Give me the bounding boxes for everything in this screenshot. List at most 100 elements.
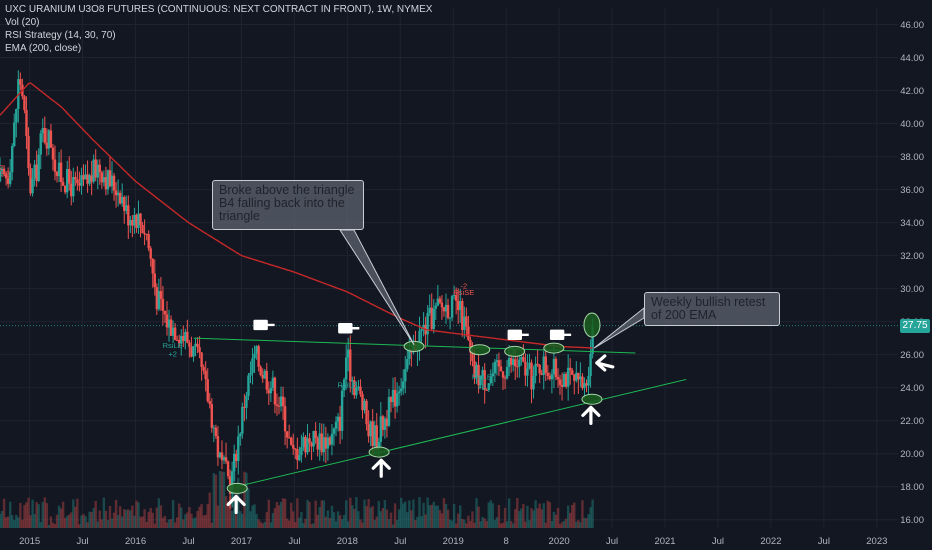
candle-body: [155, 287, 159, 310]
candle-body: [206, 379, 209, 401]
candle-body: [542, 356, 545, 375]
volume-bar: [477, 506, 480, 528]
candle-body: [29, 168, 32, 194]
candle-body: [237, 436, 240, 461]
volume-bar: [591, 499, 594, 528]
volume-bar: [373, 520, 376, 528]
last-price-tag: 27.75: [900, 318, 930, 333]
candle-body: [4, 174, 8, 179]
candle-body: [383, 418, 387, 430]
candle-body: [86, 174, 89, 184]
candle-body: [165, 314, 169, 328]
candle-body: [147, 234, 150, 249]
callout-breakout-text: Broke above the triangle B4 falling back…: [219, 183, 355, 223]
candle-body: [397, 391, 401, 394]
volume-bar: [497, 504, 501, 528]
x-tick-label: 2015: [19, 536, 40, 547]
x-axis: 2015 Jul 2016 Jul 2017 Jul 2018 Jul 2019 8 2020 Jul…: [19, 536, 887, 547]
volume-bar: [194, 517, 197, 528]
candles: [0, 70, 594, 509]
signal-label: RsiLE: [472, 372, 492, 381]
volume-bar: [385, 509, 389, 528]
candle-body: [127, 205, 130, 226]
volume-bar: [361, 522, 364, 528]
signal-label: -2: [460, 282, 467, 291]
volume-bar: [493, 520, 497, 528]
volume-bar: [436, 505, 440, 528]
y-tick-label: 22.00: [900, 416, 924, 427]
volume-bar: [169, 519, 173, 528]
y-tick-label: 34.00: [900, 218, 924, 229]
candle-body: [151, 258, 154, 274]
candle-body: [120, 197, 124, 204]
volume-bar: [412, 499, 415, 528]
volume-bar: [326, 510, 330, 528]
ellipse-marker: [226, 482, 248, 494]
ema-200-line: [0, 82, 593, 349]
candle-body: [312, 430, 315, 447]
ellipse-markers: [226, 312, 603, 494]
volume-bar: [465, 523, 468, 528]
candle-body: [438, 298, 442, 303]
volume-bar: [149, 507, 152, 528]
candle-body: [277, 405, 281, 407]
volume-bar: [507, 498, 511, 528]
volume-bar: [577, 520, 580, 528]
candle-body: [404, 369, 407, 382]
volume-bar: [61, 501, 65, 528]
candle-body: [326, 437, 330, 449]
candle-body: [524, 361, 527, 376]
candle-body: [399, 388, 403, 392]
candle-body: [479, 375, 482, 386]
candle-body: [418, 331, 421, 349]
x-tick-label: Jul: [182, 536, 194, 547]
candle-body: [318, 433, 321, 450]
volume-bar: [395, 519, 399, 528]
candle-body: [393, 389, 397, 407]
volume-bar: [224, 496, 228, 528]
volume-bar: [469, 520, 472, 528]
candle-body: [25, 109, 28, 137]
volume-bar: [306, 499, 309, 528]
volume-bar: [257, 519, 260, 528]
volume-bar: [483, 518, 486, 528]
volume-bar: [292, 511, 295, 528]
volume-bar: [414, 520, 417, 528]
volume-bar: [585, 518, 588, 528]
candle-body: [265, 370, 268, 390]
candle-body: [344, 357, 348, 380]
candle-body: [471, 352, 474, 362]
candle-body: [365, 400, 368, 425]
candle-body: [448, 317, 452, 319]
volume-bar: [446, 509, 450, 528]
x-tick-label: Jul: [77, 536, 89, 547]
signal-label: -2: [0, 163, 3, 172]
volume-bar: [237, 477, 240, 528]
candle-body: [367, 424, 370, 437]
volume-bar: [41, 502, 44, 528]
candle-body: [55, 171, 59, 177]
volume-bar: [371, 506, 374, 528]
volume-bar: [581, 500, 584, 528]
volume-bar: [86, 522, 89, 528]
volume-bar: [275, 501, 279, 528]
candle-body: [377, 441, 380, 449]
volume-bar: [347, 521, 350, 528]
volume-bar: [475, 498, 478, 528]
ellipse-marker: [403, 340, 425, 352]
volume-bar: [432, 501, 435, 528]
callout-retest-text: Weekly bullish retest of 200 EMA: [651, 295, 766, 322]
candle-body: [461, 300, 464, 331]
candle-body: [530, 362, 533, 390]
volume-bar: [351, 505, 354, 528]
volume-bar: [216, 505, 220, 528]
volume-bar: [8, 501, 12, 528]
volume-bar: [367, 498, 370, 528]
volume-bar: [520, 508, 523, 528]
callout-breakout: Broke above the triangle B4 falling back…: [212, 180, 364, 230]
candle-body: [300, 447, 303, 456]
volume-bar: [422, 502, 425, 528]
volume-bar: [434, 505, 438, 528]
volume-bar: [35, 501, 38, 528]
